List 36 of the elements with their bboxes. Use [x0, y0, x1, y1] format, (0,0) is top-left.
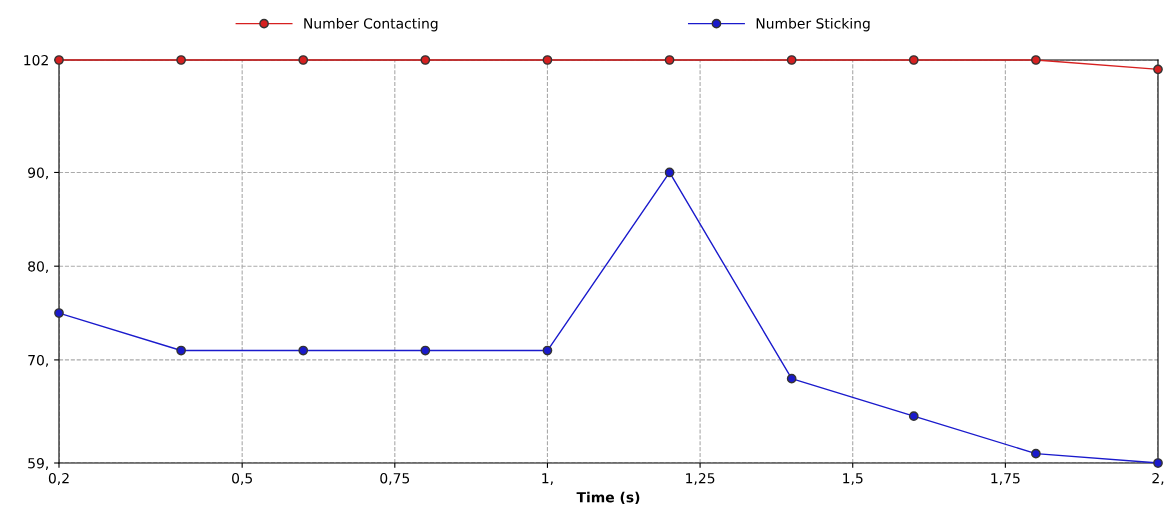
- y-tick-label: 80,: [28, 261, 48, 274]
- point: [542, 55, 553, 65]
- x-tick-label: 1,75: [991, 473, 1020, 485]
- point: [54, 308, 64, 318]
- x-tick-label: 0,5: [232, 472, 252, 485]
- point: [420, 345, 431, 356]
- x-tick-label: 0,75: [380, 472, 410, 485]
- point: [786, 373, 797, 384]
- point: [298, 55, 309, 65]
- legend-label: Number Contacting: [304, 17, 438, 32]
- x-axis-title: Time (s): [576, 491, 640, 505]
- point: [908, 411, 919, 422]
- x-tick-label: 1,: [542, 473, 553, 485]
- point: [664, 55, 675, 65]
- x-tick-label: 0,2: [48, 472, 69, 485]
- point: [908, 55, 919, 65]
- point: [1153, 64, 1163, 75]
- point: [298, 345, 309, 356]
- point: [1031, 55, 1041, 65]
- x-tick-label: 1,5: [843, 473, 863, 485]
- y-tick-label: 90,: [28, 167, 48, 180]
- y-tick-label: 59,: [28, 457, 48, 470]
- x-tick-label: 1,25: [686, 472, 715, 485]
- y-tick-label: 70,: [28, 354, 48, 367]
- point: [176, 55, 186, 65]
- point: [542, 345, 553, 356]
- point: [1153, 458, 1163, 468]
- point: [54, 55, 64, 65]
- y-tick-label: 102: [24, 54, 48, 66]
- x-tick-label: 2,: [1152, 472, 1164, 485]
- point: [1031, 448, 1041, 459]
- point: [664, 167, 675, 178]
- point: [176, 345, 186, 356]
- legend-label: Number Sticking: [756, 17, 870, 32]
- point: [420, 55, 431, 65]
- point: [786, 55, 797, 65]
